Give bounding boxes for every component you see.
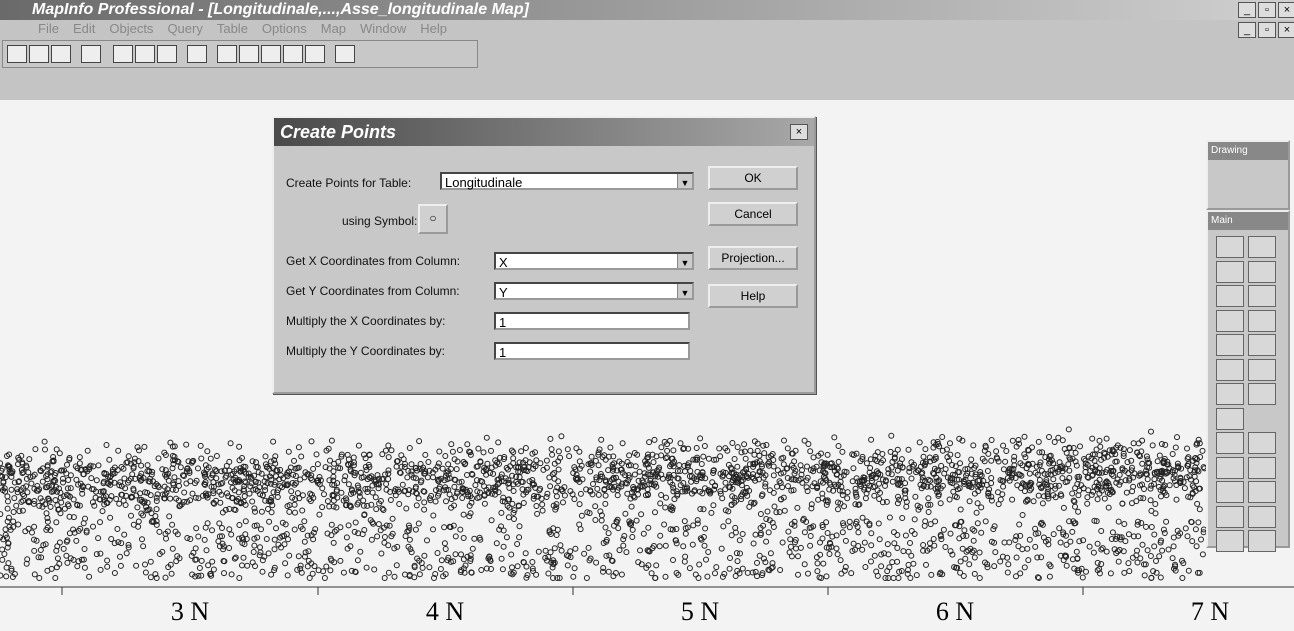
- tool-icon[interactable]: [1216, 236, 1244, 258]
- dialog-title-bar: Create Points ×: [274, 118, 814, 146]
- axis-label: 6 N: [936, 597, 975, 626]
- tool-icon[interactable]: [1216, 408, 1244, 430]
- toolbar-button[interactable]: [51, 45, 71, 63]
- field-value: 1: [499, 345, 506, 360]
- tool-icon[interactable]: [1248, 359, 1276, 381]
- tool-icon[interactable]: [1248, 432, 1276, 454]
- palette-title: Main: [1208, 212, 1288, 230]
- menu-item[interactable]: Map: [321, 21, 346, 37]
- minimize[interactable]: _: [1238, 22, 1256, 38]
- axis-label: 4 N: [426, 597, 465, 626]
- toolbar-button[interactable]: [135, 45, 155, 63]
- close[interactable]: ×: [790, 124, 808, 140]
- close[interactable]: ×: [1278, 2, 1294, 18]
- screen: MapInfo Professional - [Longitudinale,..…: [0, 0, 1294, 631]
- maximize[interactable]: ▫: [1258, 2, 1276, 18]
- tool-icon[interactable]: [1248, 457, 1276, 479]
- tool-icon[interactable]: [1248, 285, 1276, 307]
- projection-button[interactable]: Projection...: [708, 246, 798, 270]
- dropdown-arrow: ▼: [677, 254, 692, 268]
- toolbar-button[interactable]: [29, 45, 49, 63]
- title-bar: MapInfo Professional - [Longitudinale,..…: [0, 0, 1294, 20]
- tool-icon[interactable]: [1248, 261, 1276, 283]
- column-select[interactable]: Y▼: [494, 282, 694, 300]
- table-value: Longitudinale: [445, 175, 522, 190]
- tool-icon[interactable]: [1248, 530, 1276, 552]
- toolbar: [2, 40, 478, 68]
- field-value: 1: [499, 315, 506, 330]
- toolbar-button[interactable]: [305, 45, 325, 63]
- create-points-dialog: Create Points × Create Points for Table:…: [272, 116, 816, 394]
- menu-item[interactable]: Objects: [109, 21, 153, 37]
- dialog-title: Create Points: [280, 122, 396, 143]
- dropdown-arrow: ▼: [677, 174, 692, 188]
- toolbar-button[interactable]: [113, 45, 133, 63]
- tool-icon[interactable]: [1216, 383, 1244, 405]
- toolbar-button[interactable]: [239, 45, 259, 63]
- field-value: X: [499, 255, 508, 270]
- field-label: Get Y Coordinates from Column:: [286, 284, 460, 298]
- symbol-label: using Symbol:: [342, 214, 417, 228]
- toolbar-button[interactable]: [283, 45, 303, 63]
- tool-icon[interactable]: [1248, 383, 1276, 405]
- tool-icon[interactable]: [1216, 334, 1244, 356]
- axis-label: 3 N: [171, 597, 210, 626]
- toolbar-button[interactable]: [335, 45, 355, 63]
- tool-icon[interactable]: [1216, 432, 1244, 454]
- toolbar-button[interactable]: [261, 45, 281, 63]
- field-label: Multiply the Y Coordinates by:: [286, 344, 445, 358]
- menu-item[interactable]: Options: [262, 21, 307, 37]
- cancel-button[interactable]: Cancel: [708, 202, 798, 226]
- doc-controls: _▫×: [1238, 22, 1294, 38]
- tool-icon[interactable]: [1248, 310, 1276, 332]
- tool-icon[interactable]: [1248, 506, 1276, 528]
- tool-icon[interactable]: [1248, 236, 1276, 258]
- tool-icon[interactable]: [1216, 506, 1244, 528]
- menu-item[interactable]: Help: [420, 21, 447, 37]
- tool-icon[interactable]: [1248, 481, 1276, 503]
- field-label: Get X Coordinates from Column:: [286, 254, 460, 268]
- palette-title: Drawing: [1208, 142, 1288, 160]
- axis-label: 7 N: [1191, 597, 1230, 626]
- menu-item[interactable]: Window: [360, 21, 406, 37]
- field-label: Multiply the X Coordinates by:: [286, 314, 445, 328]
- main-palette: Main: [1206, 210, 1290, 548]
- menu-item[interactable]: Edit: [73, 21, 95, 37]
- minimize[interactable]: _: [1238, 2, 1256, 18]
- tool-icon[interactable]: [1216, 310, 1244, 332]
- toolbar-button[interactable]: [81, 45, 101, 63]
- tool-icon[interactable]: [1216, 285, 1244, 307]
- close[interactable]: ×: [1278, 22, 1294, 38]
- tool-icon[interactable]: [1216, 457, 1244, 479]
- help-button[interactable]: Help: [708, 284, 798, 308]
- axis-label: 5 N: [681, 597, 720, 626]
- menu-item[interactable]: File: [38, 21, 59, 37]
- tool-icon[interactable]: [1216, 359, 1244, 381]
- menu-item[interactable]: Table: [217, 21, 248, 37]
- tool-icon[interactable]: [1216, 530, 1244, 552]
- toolbar-button[interactable]: [217, 45, 237, 63]
- multiplier-input[interactable]: 1: [494, 312, 690, 330]
- table-select[interactable]: Longitudinale ▼: [440, 172, 694, 190]
- tool-icon[interactable]: [1248, 334, 1276, 356]
- toolbar-button[interactable]: [157, 45, 177, 63]
- ok-button[interactable]: OK: [708, 166, 798, 190]
- field-value: Y: [499, 285, 508, 300]
- menu-bar: File Edit Objects Query Table Options Map Windo…: [38, 21, 447, 37]
- toolbar-button[interactable]: [7, 45, 27, 63]
- symbol-button[interactable]: ○: [418, 204, 448, 234]
- table-label: Create Points for Table:: [286, 176, 411, 190]
- maximize[interactable]: ▫: [1258, 22, 1276, 38]
- tool-icon[interactable]: [1216, 261, 1244, 283]
- window-controls: _▫×: [1238, 2, 1294, 18]
- column-select[interactable]: X▼: [494, 252, 694, 270]
- multiplier-input[interactable]: 1: [494, 342, 690, 360]
- menu-item[interactable]: Query: [167, 21, 202, 37]
- window-title: MapInfo Professional - [Longitudinale,..…: [32, 1, 529, 19]
- tool-icon[interactable]: [1216, 481, 1244, 503]
- dropdown-arrow: ▼: [677, 284, 692, 298]
- point-cloud: [0, 427, 1207, 581]
- drawing-palette: Drawing: [1206, 140, 1290, 210]
- toolbar-button[interactable]: [187, 45, 207, 63]
